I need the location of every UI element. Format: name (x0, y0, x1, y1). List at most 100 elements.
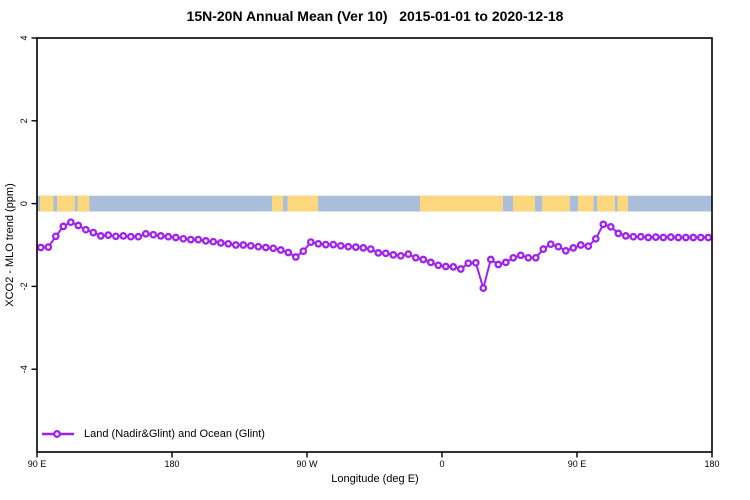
y-axis-title: XCO2 - MLO trend (ppm) (4, 183, 16, 307)
page-title: 15N-20N Annual Mean (Ver 10) 2015-01-01 … (186, 8, 564, 24)
data-point-marker (51, 232, 60, 241)
data-point-marker (479, 284, 488, 292)
land-band-segment (56, 195, 75, 212)
data-point-marker (501, 258, 510, 267)
data-point-marker (119, 232, 128, 240)
y-axis-tick-label: -4 (19, 365, 29, 373)
land-band-segment (512, 195, 535, 212)
data-point-marker (59, 222, 68, 231)
legend-marker-sample (53, 430, 61, 438)
land-band-segment (287, 195, 318, 212)
data-point-marker (464, 259, 473, 268)
data-point-marker (366, 245, 375, 253)
data-point-marker (299, 247, 308, 256)
data-point-marker (336, 241, 345, 250)
data-point-marker (111, 232, 120, 241)
data-point-marker (434, 261, 443, 270)
y-axis-tick-label: 0 (19, 201, 29, 206)
data-point-marker (74, 221, 83, 230)
data-point-marker (374, 249, 383, 257)
data-point-marker (666, 233, 675, 241)
y-axis-tick-label: -2 (19, 282, 29, 290)
data-point-marker (359, 244, 368, 252)
data-point-marker (516, 251, 525, 260)
data-point-marker (689, 233, 698, 242)
data-point-marker (216, 239, 225, 247)
land-band-segment (40, 195, 54, 212)
data-point-marker (554, 242, 563, 251)
data-point-marker (134, 232, 143, 241)
data-point-marker (621, 232, 630, 240)
data-point-marker (186, 235, 195, 244)
data-point-marker (419, 255, 428, 264)
data-point-marker (681, 233, 690, 242)
data-point-marker (239, 241, 248, 249)
data-point-marker (149, 230, 158, 239)
data-point-marker (261, 243, 270, 252)
data-point-marker (89, 228, 98, 237)
data-point-marker (396, 251, 405, 260)
data-point-marker (539, 245, 548, 253)
data-point-marker (104, 231, 113, 239)
data-point-marker (636, 232, 645, 241)
data-point-marker (456, 265, 465, 273)
data-point-marker (524, 253, 533, 262)
data-point-marker (591, 234, 600, 243)
data-point-marker (276, 246, 285, 254)
data-point-marker (171, 233, 180, 242)
land-band-segment (272, 195, 283, 212)
data-point-marker (426, 258, 435, 267)
data-point-marker (644, 233, 653, 242)
data-point-marker (509, 253, 518, 262)
data-point-marker (201, 237, 210, 245)
x-axis-tick-label: 180 (164, 459, 179, 469)
data-point-marker (254, 242, 263, 251)
land-band-segment (542, 195, 570, 212)
data-point-marker (284, 248, 293, 257)
data-point-marker (246, 241, 255, 250)
data-point-marker (381, 249, 390, 258)
data-point-marker (81, 225, 90, 234)
data-point-marker (269, 244, 278, 253)
data-point-marker (651, 233, 660, 241)
legend-label: Land (Nadir&Glint) and Ocean (Glint) (84, 428, 265, 440)
data-point-marker (126, 232, 135, 241)
data-point-marker (96, 232, 105, 240)
data-point-marker (606, 222, 615, 231)
data-point-marker (584, 242, 593, 251)
data-point-marker (209, 237, 218, 246)
x-axis-tick-label: 90 E (28, 459, 47, 469)
land-band-segment (597, 195, 615, 212)
data-point-marker (141, 229, 150, 238)
legend: Land (Nadir&Glint) and Ocean (Glint) (41, 428, 265, 440)
data-point-marker (629, 232, 638, 241)
x-axis-tick-label: 90 W (296, 459, 318, 469)
land-band-segment (617, 195, 628, 212)
data-point-marker (231, 241, 240, 249)
data-point-marker (179, 234, 188, 243)
data-point-marker (44, 243, 53, 251)
land-band-segment (419, 195, 504, 212)
data-point-marker (389, 251, 398, 259)
data-point-marker (561, 246, 570, 255)
legend-key-icon (42, 430, 74, 438)
data-point-marker (494, 260, 503, 269)
data-point-marker (704, 233, 713, 242)
data-point-marker (329, 240, 338, 249)
data-point-marker (449, 263, 458, 271)
data-point-marker (314, 239, 323, 248)
data-point-marker (404, 250, 413, 258)
data-point-marker (441, 262, 450, 271)
x-axis-tick-label: 180 (704, 459, 719, 469)
data-point-marker (411, 253, 420, 262)
x-axis-tick-label: 0 (439, 459, 444, 469)
data-point-marker (36, 243, 45, 252)
data-point-marker (659, 233, 668, 242)
data-point-marker (291, 253, 300, 261)
data-point-marker (614, 229, 623, 238)
land-band-segment (77, 195, 90, 212)
y-axis-tick-label: 4 (19, 35, 29, 40)
x-axis-tick-label: 90 E (568, 459, 587, 469)
